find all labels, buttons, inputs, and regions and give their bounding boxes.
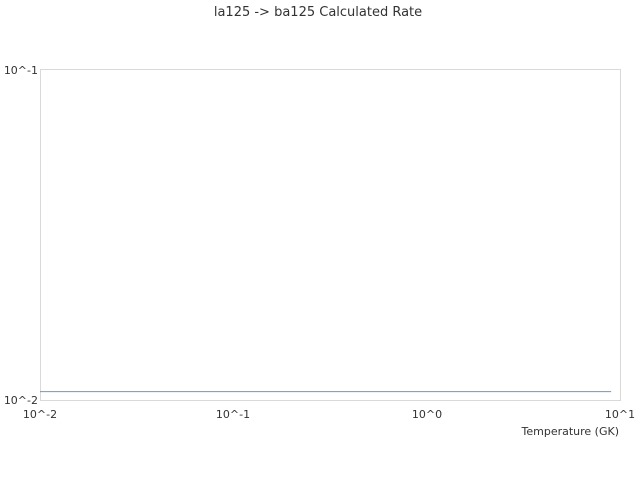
y-tick-label: 10^-2 bbox=[4, 394, 38, 407]
x-tick-label: 10^0 bbox=[412, 408, 442, 421]
plot-area bbox=[40, 69, 621, 401]
x-tick-label: 10^1 bbox=[605, 408, 635, 421]
x-tick-label: 10^-1 bbox=[216, 408, 250, 421]
x-axis-label: Temperature (GK) bbox=[521, 425, 620, 438]
x-tick-label: 10^-2 bbox=[23, 408, 57, 421]
y-tick-label: 10^-1 bbox=[4, 64, 38, 77]
chart-title: la125 -> ba125 Calculated Rate bbox=[214, 5, 422, 20]
